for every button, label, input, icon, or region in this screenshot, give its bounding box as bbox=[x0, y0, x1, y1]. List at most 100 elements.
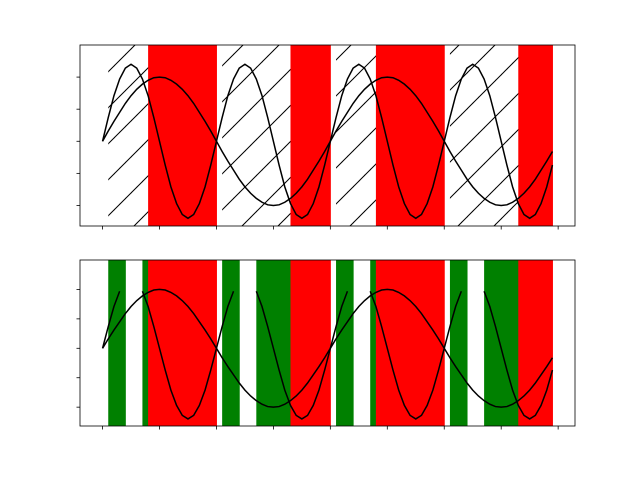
fill-above bbox=[523, 45, 531, 226]
fill-below-hatch bbox=[267, 45, 274, 226]
fill-below-hatch bbox=[119, 45, 126, 226]
fill-above bbox=[193, 260, 200, 426]
fill-above bbox=[205, 260, 212, 426]
fill-below-hatch bbox=[262, 45, 269, 226]
fill-below-hatch bbox=[244, 45, 252, 226]
fill-below-hatch bbox=[279, 45, 286, 226]
fill-above bbox=[296, 45, 303, 226]
fill-below-hatch bbox=[284, 45, 291, 226]
series-line bbox=[101, 63, 554, 220]
fill-below-hatch bbox=[449, 45, 457, 226]
fill-above bbox=[432, 260, 440, 426]
fill-above bbox=[148, 260, 155, 426]
fill-above bbox=[541, 260, 548, 426]
fill-above bbox=[535, 260, 542, 426]
fill-below-hatch bbox=[353, 45, 360, 226]
fill-above bbox=[421, 260, 428, 426]
fill-above bbox=[205, 45, 212, 226]
fill-above bbox=[529, 260, 536, 426]
fill-below bbox=[501, 260, 508, 426]
fill-below bbox=[370, 260, 377, 426]
fill-below bbox=[512, 260, 519, 426]
fill-below-hatch bbox=[108, 45, 115, 226]
series-line bbox=[101, 76, 554, 207]
fill-above bbox=[381, 260, 388, 426]
fill-below bbox=[489, 260, 496, 426]
fill-below-hatch bbox=[501, 45, 508, 226]
fill-below-hatch bbox=[347, 45, 354, 226]
fill-above bbox=[187, 260, 195, 426]
fill-above bbox=[410, 260, 417, 426]
fill-above bbox=[313, 260, 320, 426]
fill-below bbox=[119, 260, 126, 426]
fill-above bbox=[427, 260, 434, 426]
fill-below-hatch bbox=[142, 45, 149, 226]
fill-above bbox=[404, 260, 411, 426]
fill-below bbox=[113, 260, 121, 426]
fill-above bbox=[153, 45, 161, 226]
fill-below bbox=[284, 260, 291, 426]
fill-above bbox=[307, 260, 314, 426]
fill-below-hatch bbox=[484, 45, 491, 226]
fill-above bbox=[199, 45, 206, 226]
fill-above bbox=[313, 45, 320, 226]
fill-below bbox=[455, 260, 462, 426]
fill-above bbox=[387, 260, 394, 426]
fill-below bbox=[256, 260, 263, 426]
fill-above bbox=[290, 45, 297, 226]
fill-above bbox=[398, 260, 405, 426]
plot-area bbox=[101, 260, 554, 426]
fill-below-hatch bbox=[467, 45, 474, 226]
fill-below bbox=[484, 260, 491, 426]
fill-above bbox=[153, 260, 161, 426]
fill-above bbox=[415, 45, 422, 226]
fill-above bbox=[176, 45, 183, 226]
fill-below bbox=[506, 260, 514, 426]
fill-below-hatch bbox=[358, 45, 366, 226]
fill-below-hatch bbox=[364, 45, 371, 226]
fill-above bbox=[170, 45, 178, 226]
fill-below bbox=[267, 260, 274, 426]
axes-frame bbox=[79, 44, 576, 227]
fill-below bbox=[347, 260, 354, 426]
fill-above bbox=[421, 45, 428, 226]
axes bbox=[76, 44, 576, 230]
fill-above bbox=[546, 45, 553, 226]
fill-below-hatch bbox=[495, 45, 502, 226]
axes-frame bbox=[79, 259, 576, 427]
fill-above bbox=[182, 260, 189, 426]
fill-below-hatch bbox=[489, 45, 496, 226]
fill-below-hatch bbox=[336, 45, 343, 226]
fill-above bbox=[307, 45, 314, 226]
fill-above bbox=[415, 260, 422, 426]
fill-below-hatch bbox=[256, 45, 263, 226]
fill-below-hatch bbox=[478, 45, 485, 226]
fill-above bbox=[182, 45, 189, 226]
fill-below-hatch bbox=[222, 45, 229, 226]
fill-above bbox=[324, 260, 331, 426]
fill-above bbox=[318, 45, 326, 226]
fill-below-hatch bbox=[131, 45, 138, 226]
fill-above bbox=[375, 45, 383, 226]
fill-below bbox=[222, 260, 229, 426]
fill-below bbox=[108, 260, 115, 426]
fill-above bbox=[432, 45, 440, 226]
fill-above bbox=[387, 45, 394, 226]
fill-above bbox=[187, 45, 195, 226]
fill-above bbox=[518, 45, 525, 226]
fill-below-hatch bbox=[227, 45, 235, 226]
fill-above bbox=[529, 45, 536, 226]
fill-below-hatch bbox=[506, 45, 514, 226]
fill-below bbox=[341, 260, 348, 426]
fill-below bbox=[461, 260, 468, 426]
fill-above bbox=[301, 260, 309, 426]
fill-above bbox=[375, 260, 383, 426]
fill-above bbox=[193, 45, 200, 226]
fill-above bbox=[290, 260, 297, 426]
fill-below bbox=[279, 260, 286, 426]
fill-below-hatch bbox=[239, 45, 246, 226]
fill-above bbox=[176, 260, 183, 426]
fill-below-hatch bbox=[113, 45, 121, 226]
fill-below-hatch bbox=[512, 45, 519, 226]
